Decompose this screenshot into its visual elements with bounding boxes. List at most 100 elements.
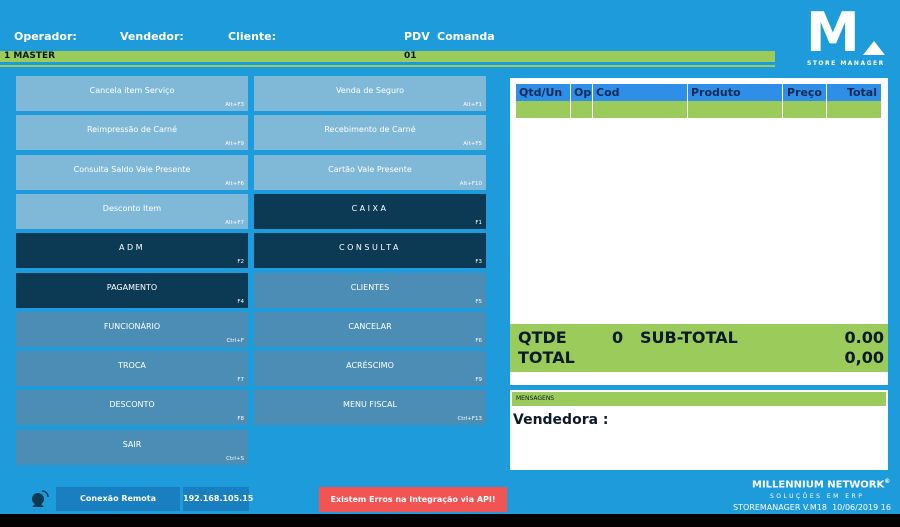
column-header: Qtd/Un [516, 84, 571, 101]
button-shortcut: Alt+F1 [463, 102, 482, 108]
table-header: Qtd/Un Op Cod Produto Preço Total [516, 84, 882, 101]
operator: 1 MASTER [4, 51, 56, 61]
button-label: Desconto Item [102, 203, 162, 213]
messages-panel: MENSAGENS Vendedora : [510, 390, 888, 470]
button-label: SAIR [122, 439, 142, 449]
button-shortcut: F3 [475, 259, 482, 266]
header-bar [0, 51, 775, 62]
button-shortcut: F8 [237, 416, 244, 423]
button-shortcut: F4 [237, 298, 244, 305]
column-header: Total [827, 84, 882, 101]
header-label: Operador: [14, 30, 77, 43]
button[interactable]: Recebimento de Carné Alt+F5 [254, 115, 486, 151]
tagline: SOLUÇÕES EM ERP [770, 493, 865, 500]
logo-letter: M [806, 1, 860, 64]
button[interactable]: Cancela item Serviço Alt+F3 [16, 76, 248, 111]
button-label: ACRÉSCIMO [346, 361, 394, 371]
error-button[interactable]: Existem Erros na Integração via API! [319, 487, 507, 512]
cell [688, 101, 783, 118]
column-header: Produto [688, 84, 783, 101]
button-shortcut: Alt+F10 [459, 180, 482, 187]
total: 0,00 [844, 348, 884, 367]
button-shortcut: F5 [475, 298, 482, 305]
button-label: Reimpressão de Carné [86, 125, 178, 135]
cell [571, 101, 593, 118]
total-label: TOTAL [518, 348, 575, 367]
cell [516, 101, 571, 118]
button-label: TROCA [118, 361, 146, 371]
table-row [516, 101, 882, 118]
button[interactable]: ADM F2 [16, 233, 248, 269]
cell [783, 101, 827, 118]
brand: MILLENNIUM NETWORK® [752, 478, 890, 490]
subtotal-label: SUB-TOTAL [640, 328, 738, 347]
column-header: Op [571, 84, 593, 101]
button[interactable]: SAIR Ctrl+S [16, 429, 248, 465]
cell [593, 101, 688, 118]
qty: 0 [612, 328, 624, 347]
button-label: FUNCIONÁRIO [103, 321, 161, 331]
ip: 192.168.105.15 [183, 487, 253, 511]
logo-triangle [863, 41, 885, 55]
button[interactable]: Reimpressão de Carné Alt+F9 [16, 115, 248, 151]
button[interactable]: CLIENTES F5 [254, 272, 486, 308]
connection-icon [32, 490, 49, 507]
subtotal: 0.00 [844, 328, 884, 347]
button[interactable]: ACRÉSCIMO F9 [254, 351, 486, 387]
button-shortcut: F6 [475, 337, 482, 344]
button[interactable]: Desconto Item Alt+F7 [16, 193, 248, 229]
button-label: Cancela item Serviço [89, 86, 175, 95]
button[interactable]: DESCONTO F8 [16, 390, 248, 426]
version: STOREMANAGER V.M18 10/06/2019 16 [733, 503, 891, 512]
registered: ® [884, 478, 891, 485]
column-header: Preço [783, 84, 827, 101]
button[interactable]: Cartão Vale Presente Alt+F10 [254, 154, 486, 190]
button[interactable]: Venda de Seguro Alt+F1 [254, 76, 486, 111]
button-label: CONSULTA [339, 243, 401, 253]
button-label: CAIXA [351, 203, 389, 213]
header-label: PDV [404, 30, 430, 43]
button[interactable]: CAIXA F1 [254, 193, 486, 229]
messages-title: MENSAGENS [512, 392, 886, 406]
button-shortcut: F1 [475, 219, 482, 226]
header-label: Cliente: [228, 30, 277, 43]
button-shortcut: Alt+F3 [225, 102, 244, 108]
header-line [0, 65, 775, 67]
button-label: CLIENTES [350, 282, 390, 292]
button-shortcut: Alt+F9 [225, 141, 244, 148]
button-shortcut: F9 [475, 377, 482, 384]
button[interactable]: CONSULTA F3 [254, 233, 486, 269]
connection: Conexão Remota MILLENNIUM [56, 487, 180, 527]
button-label: Recebimento de Carné [324, 125, 416, 135]
button-label: Consulta Saldo Vale Presente [73, 164, 191, 174]
button-label: Venda de Seguro [335, 86, 405, 95]
logo-subtitle: STORE MANAGER [807, 60, 885, 67]
button[interactable]: FUNCIONÁRIO Ctrl+F [16, 311, 248, 347]
button-shortcut: Alt+F6 [225, 180, 244, 187]
button[interactable]: PAGAMENTO F4 [16, 272, 248, 308]
button-shortcut: F2 [237, 259, 244, 266]
button-shortcut: Ctrl+F13 [457, 416, 482, 423]
brand-name: MILLENNIUM NETWORK [752, 479, 885, 491]
qty-label: QTDE [518, 328, 567, 347]
button-shortcut: Alt+F5 [463, 141, 482, 148]
button-label: DESCONTO [109, 400, 155, 410]
button[interactable]: MENU FISCAL Ctrl+F13 [254, 390, 486, 426]
button[interactable]: CANCELAR F6 [254, 311, 486, 347]
button-label: PAGAMENTO [106, 282, 158, 292]
header-label: Comanda [437, 30, 495, 43]
button-label: CANCELAR [348, 321, 392, 331]
button-shortcut: Alt+F7 [225, 219, 244, 226]
pdv: 01 [404, 51, 417, 61]
items-panel: Qtd/Un Op Cod Produto Preço Total QTDE 0 SUB-… [510, 78, 888, 385]
header-label: Vendedor: [120, 30, 184, 43]
button[interactable]: TROCA F7 [16, 351, 248, 387]
taskbar [0, 514, 900, 527]
button-shortcut: Ctrl+S [226, 455, 244, 462]
column-header: Cod [593, 84, 688, 101]
button-label: Cartão Vale Presente [328, 164, 412, 174]
button[interactable]: Consulta Saldo Vale Presente Alt+F6 [16, 154, 248, 190]
button-shortcut: F7 [237, 377, 244, 384]
cell [827, 101, 882, 118]
